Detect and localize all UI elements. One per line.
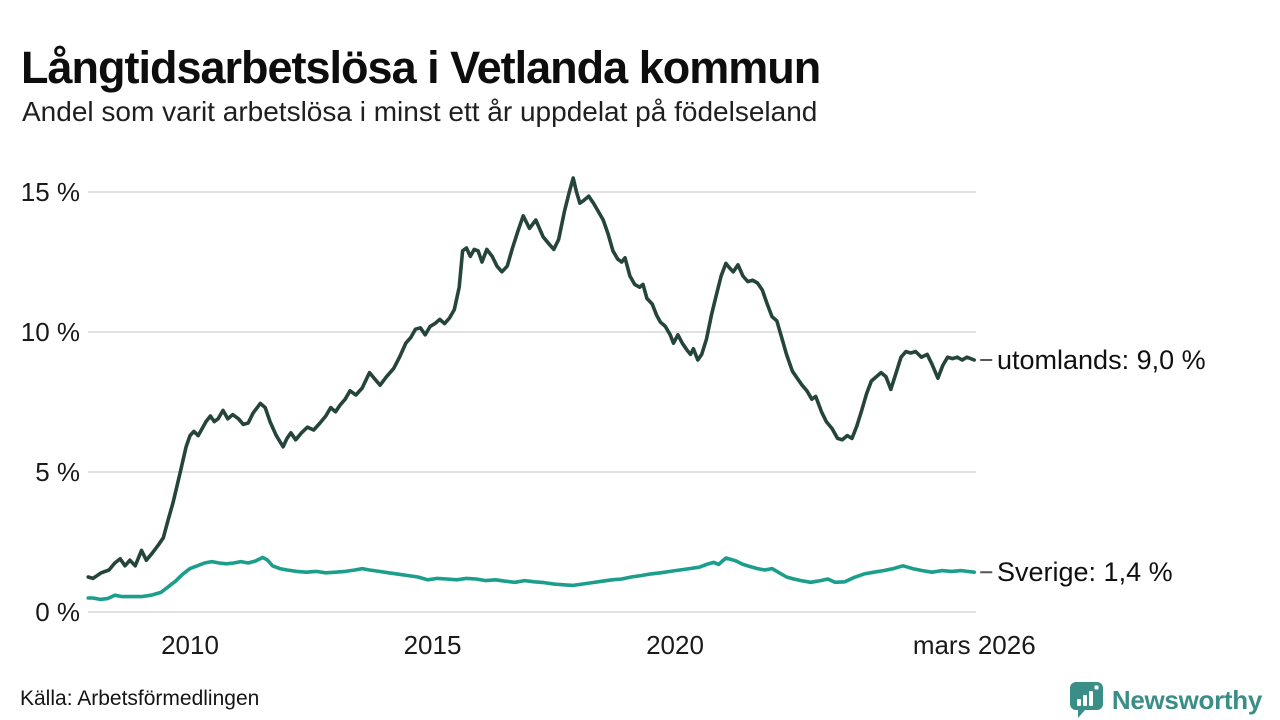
y-axis-tick-label: 15 % <box>20 177 80 207</box>
source-note: Källa: Arbetsförmedlingen <box>20 687 260 710</box>
x-axis-tick-label: mars 2026 <box>912 630 1036 660</box>
brand-name: Newsworthy <box>1111 684 1262 715</box>
gridlines <box>88 191 976 613</box>
series-lines <box>86 176 977 602</box>
series-line-Sverige <box>86 555 977 602</box>
brand-logo: Newsworthy <box>1068 681 1262 719</box>
series-label-utomlands: utomlands: 9,0 % <box>997 345 1206 375</box>
x-axis-tick-label: 2010 <box>161 630 219 660</box>
y-axis-tick-label: 10 % <box>20 317 80 347</box>
x-axis-tick-label: 2015 <box>403 630 462 660</box>
series-label-sverige: Sverige: 1,4 % <box>997 557 1173 588</box>
chart-subtitle: Andel som varit arbetslösa i minst ett å… <box>22 96 818 127</box>
y-axis-tick-label: 5 % <box>35 457 80 487</box>
bar-chart-speech-bubble-icon <box>1069 682 1103 718</box>
series-line-utomlands <box>86 176 977 581</box>
label-connectors <box>980 359 993 574</box>
y-axis-tick-label: 0 % <box>35 597 80 627</box>
page-title: Långtidsarbetslösa i Vetlanda kommun <box>21 42 821 94</box>
x-axis-tick-label: 2020 <box>646 630 704 660</box>
